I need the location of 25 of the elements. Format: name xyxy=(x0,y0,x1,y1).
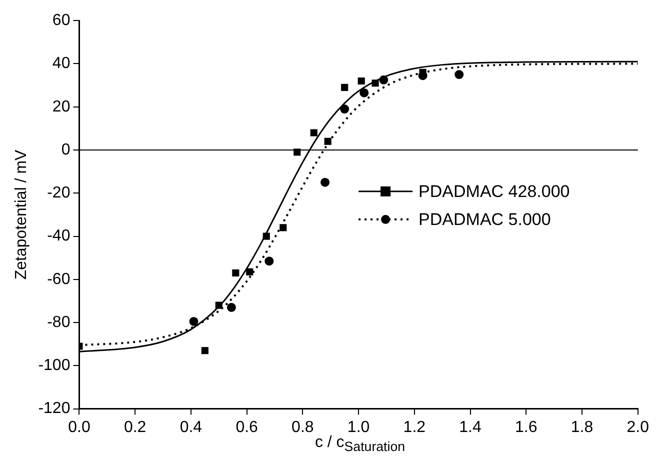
x-tick-label: 1.6 xyxy=(515,418,538,436)
x-tick-label: 1.8 xyxy=(570,418,594,436)
y-axis-title: Zetapotential / mV xyxy=(13,149,30,280)
x-tick-label: 0.6 xyxy=(236,418,258,436)
y-tick-label: 60 xyxy=(52,12,70,30)
x-tick-label: 1.4 xyxy=(459,418,482,436)
y-tick-label: -40 xyxy=(47,228,70,245)
x-tick-label: 0.8 xyxy=(292,418,314,436)
legend-label: PDADMAC 5.000 xyxy=(418,210,551,230)
y-tick-label: -60 xyxy=(47,270,70,288)
y-tick-label: -20 xyxy=(47,184,70,202)
y-tick-label: -100 xyxy=(38,357,70,374)
x-tick-label: 1.0 xyxy=(347,418,370,436)
x-tick-label: 0.2 xyxy=(124,418,146,436)
x-tick-label: 0.0 xyxy=(68,418,90,436)
y-tick-label: 20 xyxy=(52,98,70,116)
x-axis-title: c / c$_{Saturation}$ xyxy=(314,434,406,454)
x-tick-label: 2.0 xyxy=(626,418,650,436)
y-tick-label: -80 xyxy=(47,314,70,331)
legend-label: PDADMAC 428.000 xyxy=(418,182,570,202)
y-tick-label: 0 xyxy=(61,141,70,158)
y-tick-label: -120 xyxy=(38,400,70,418)
x-tick-label: 0.4 xyxy=(180,418,202,436)
x-tick-label: 1.2 xyxy=(403,418,426,436)
y-tick-label: 40 xyxy=(52,55,70,72)
